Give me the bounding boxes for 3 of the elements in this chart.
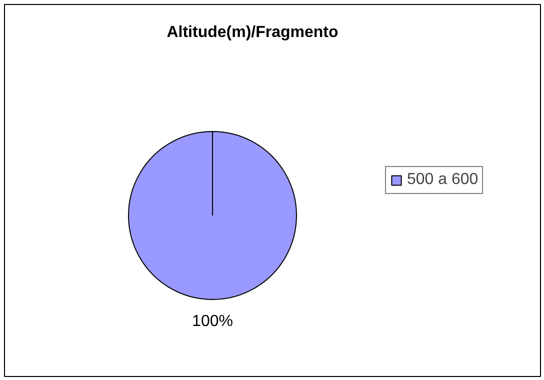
data-label: 100% <box>192 313 233 330</box>
legend-label: 500 a 600 <box>407 171 478 189</box>
chart-title: Altitude(m)/Fragmento <box>166 24 338 41</box>
